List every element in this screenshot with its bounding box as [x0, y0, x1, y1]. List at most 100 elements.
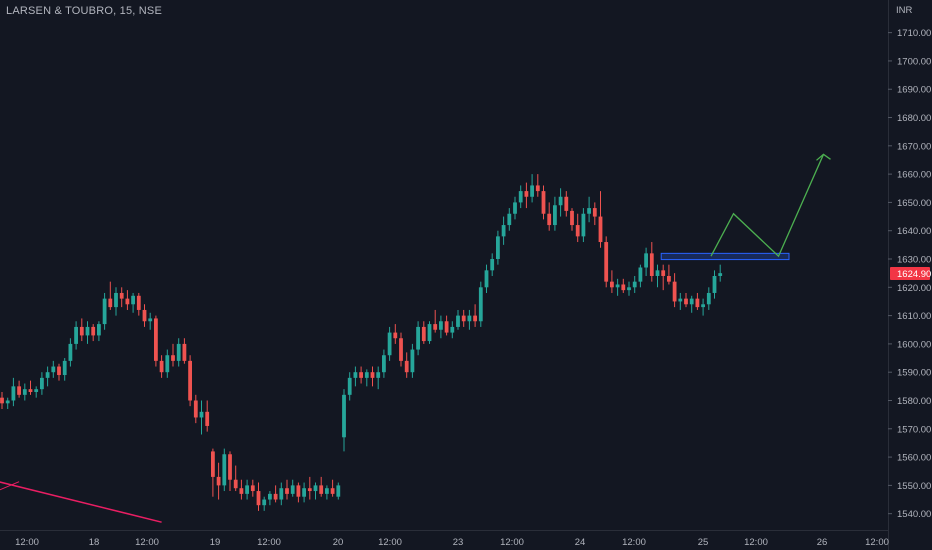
trendline-layer[interactable] [0, 480, 162, 523]
candle [205, 400, 210, 432]
candle-body [347, 377, 352, 395]
candle [307, 476, 312, 500]
candle-body [85, 326, 90, 336]
candle-body [273, 493, 278, 500]
drawing-layer[interactable] [660, 153, 831, 261]
candle [530, 174, 534, 203]
candle [701, 298, 705, 316]
candle-body [182, 343, 187, 361]
candle-body [689, 298, 694, 305]
candle-body [535, 185, 540, 192]
candle [484, 264, 489, 293]
candle-body [268, 493, 272, 500]
candle-body [364, 372, 369, 378]
candle [131, 292, 135, 313]
candle-body [399, 338, 403, 361]
candle [621, 278, 626, 293]
candle [433, 309, 438, 333]
candle-body [296, 485, 301, 497]
candle [655, 264, 660, 288]
last-price-tag: 1624.90 [890, 266, 931, 280]
candle-body [285, 488, 289, 494]
candle [85, 321, 90, 344]
candle-body [262, 499, 267, 506]
candle [74, 321, 78, 350]
price-axis-label: 1700.00 [897, 56, 931, 67]
candle-body [496, 236, 500, 260]
candle [11, 377, 16, 407]
candle-body [507, 213, 512, 226]
candle [342, 389, 346, 452]
candle [165, 349, 170, 378]
candle-body [655, 270, 660, 276]
candle [387, 326, 392, 361]
candle-body [421, 326, 426, 342]
trendline [0, 481, 162, 523]
candle-body [610, 281, 614, 288]
candle [97, 321, 101, 342]
candle [330, 479, 335, 497]
candle-body [307, 488, 312, 492]
candle [439, 315, 443, 339]
candle [353, 366, 358, 387]
candle-body [649, 253, 654, 276]
candle [250, 479, 255, 497]
candle [68, 338, 73, 367]
candle [302, 482, 306, 503]
candle-body [125, 298, 130, 305]
candle [222, 448, 227, 492]
candle-body [456, 315, 460, 327]
candle [718, 264, 723, 282]
time-axis-label: 24 [575, 537, 586, 548]
candle [581, 208, 586, 243]
candle [644, 247, 648, 276]
candle-body [199, 411, 204, 418]
time-axis-label: 20 [333, 537, 344, 548]
candle-body [644, 253, 648, 268]
projection-arrow [710, 154, 825, 258]
candle-body [564, 196, 569, 211]
candle-body [712, 275, 717, 293]
candle-body [165, 355, 170, 373]
candle-body [131, 295, 135, 305]
candle-body [581, 213, 586, 237]
candle [638, 264, 643, 288]
candle-body [319, 485, 324, 494]
candle-body [62, 360, 67, 376]
time-axis[interactable]: 12:00 18 12:00 19 12:00 20 12:00 23 12:00 24 12:00… [15, 537, 889, 548]
time-axis-label: 12:00 [622, 537, 646, 548]
candle-body [171, 355, 175, 361]
candle [564, 191, 569, 217]
candle-body [433, 324, 438, 330]
candle-body [387, 332, 392, 356]
candle [473, 304, 477, 327]
candle-body [638, 267, 643, 282]
candle-body [478, 287, 483, 322]
price-axis[interactable]: 1540.00 1550.00 1560.00 1570.00 1580.00 1590.… [888, 28, 931, 520]
candle [467, 309, 472, 330]
candle-body [359, 372, 363, 378]
candle [119, 287, 124, 308]
candle [313, 482, 318, 500]
candle [587, 196, 591, 223]
candle-body [524, 191, 529, 197]
candle-body [701, 304, 705, 308]
candle [45, 366, 50, 387]
candle-body [393, 332, 398, 339]
candle [524, 182, 529, 209]
candle-body [22, 389, 27, 395]
time-axis-label: 25 [698, 537, 709, 548]
chart-title: LARSEN & TOUBRO, 15, NSE [6, 5, 163, 17]
candle-body [68, 343, 73, 361]
candle-series [0, 174, 723, 511]
candle-body [706, 292, 711, 305]
candle [359, 366, 363, 384]
candle-body [450, 326, 455, 333]
candle-body [279, 488, 284, 500]
candle [347, 372, 352, 401]
candle [370, 366, 375, 387]
candle [416, 321, 420, 356]
candle [456, 309, 460, 330]
candle-body [11, 386, 16, 401]
